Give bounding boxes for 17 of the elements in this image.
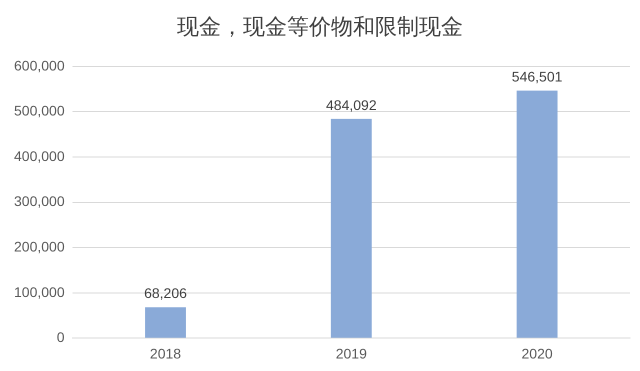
x-tick-label: 2020 [522, 345, 553, 362]
bar [330, 118, 372, 338]
y-tick-label: 500,000 [14, 102, 65, 119]
bar [516, 90, 558, 338]
x-tick-label: 2018 [150, 345, 182, 362]
x-tick-label: 2019 [336, 345, 368, 362]
chart-title: 现金，现金等价物和限制现金 [176, 14, 464, 42]
y-tick-label: 100,000 [14, 284, 65, 300]
bar [145, 307, 186, 338]
y-tick-label: 400,000 [14, 148, 65, 164]
data-label: 484,092 [326, 96, 377, 113]
y-tick-label: 200,000 [14, 238, 65, 254]
y-tick-label: 600,000 [14, 57, 65, 74]
data-label: 68,206 [144, 285, 188, 302]
data-label: 546,501 [512, 68, 563, 84]
y-tick-label: 300,000 [14, 193, 65, 210]
y-tick-label: 0 [56, 329, 65, 346]
